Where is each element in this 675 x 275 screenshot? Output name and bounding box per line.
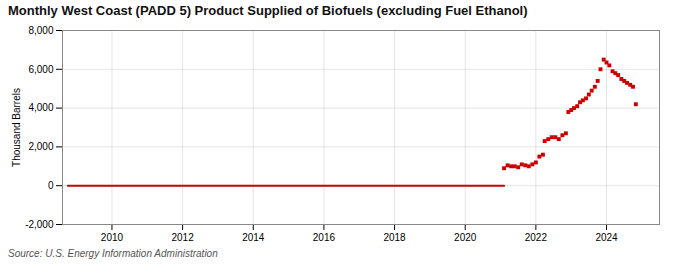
html-text:Monthly West Coast (PADD 5) Pr: Monthly West Coast (PADD 5) Product Supp… [8,3,528,18]
svg-text:2,000: 2,000 [28,141,53,152]
svg-text:2022: 2022 [525,232,548,243]
svg-text:8,000: 8,000 [28,25,53,36]
html-text:Source: U.S. Energy Informatio: Source: U.S. Energy Information Administ… [8,248,218,259]
svg-text:2010: 2010 [101,232,124,243]
svg-text:2020: 2020 [454,232,477,243]
svg-text:-2,000: -2,000 [25,219,54,230]
svg-text:2016: 2016 [313,232,336,243]
svg-text:Thousand Barrels: Thousand Barrels [11,88,22,167]
svg-text:2014: 2014 [242,232,265,243]
svg-text:2012: 2012 [171,232,194,243]
svg-text:6,000: 6,000 [28,64,53,75]
svg-text:2024: 2024 [595,232,618,243]
svg-text:4,000: 4,000 [28,102,53,113]
svg-text:2018: 2018 [383,232,406,243]
svg-text:0: 0 [48,180,54,191]
